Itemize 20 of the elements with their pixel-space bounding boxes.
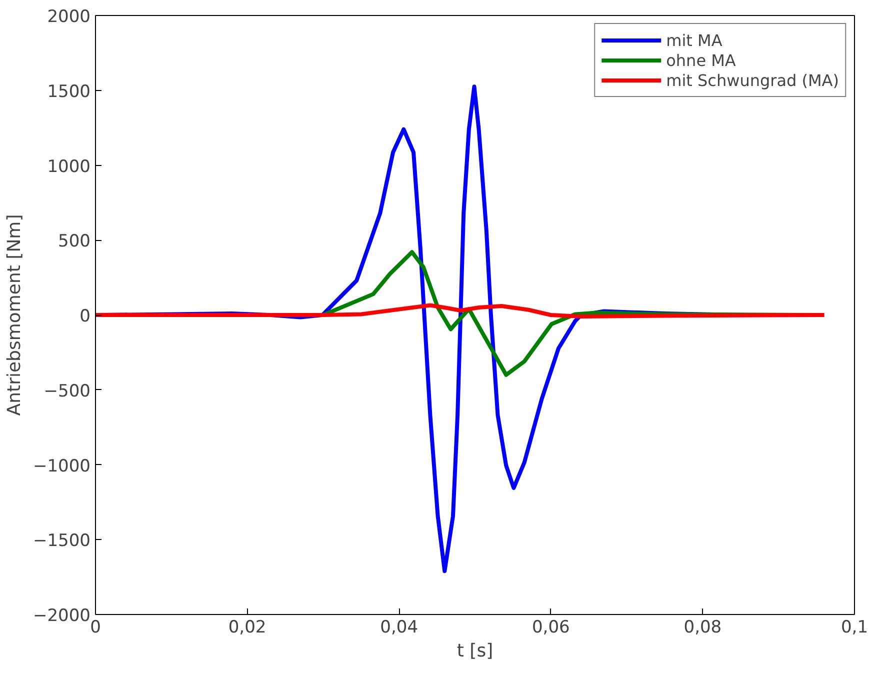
y-tick-label: 2000 [47,7,90,27]
legend-label: mit Schwungrad (MA) [666,70,839,90]
y-tick-label: −1500 [32,531,91,552]
legend-label: ohne MA [666,50,736,70]
line-series [96,303,826,318]
x-tick-label: 0,1 [840,618,868,638]
x-axis-title: t [s] [456,640,494,662]
y-axis-title: Antriebsmoment [Nm] [4,214,25,416]
y-tick-label: −2000 [32,606,91,626]
x-tick-label: 0,08 [684,618,722,638]
x-tick-label: 0,02 [228,618,266,638]
y-tick-label: 1000 [47,156,90,177]
y-tick-label: 0 [80,306,91,326]
y-tick-label: 1500 [47,82,90,102]
x-tick-label: 0,04 [380,618,418,638]
y-tick-label: −500 [44,381,91,402]
legend-label: mit MA [666,30,722,50]
y-tick-label: −1000 [32,456,91,476]
x-tick-label: 0,06 [532,618,570,638]
y-tick-label: 500 [58,232,91,252]
